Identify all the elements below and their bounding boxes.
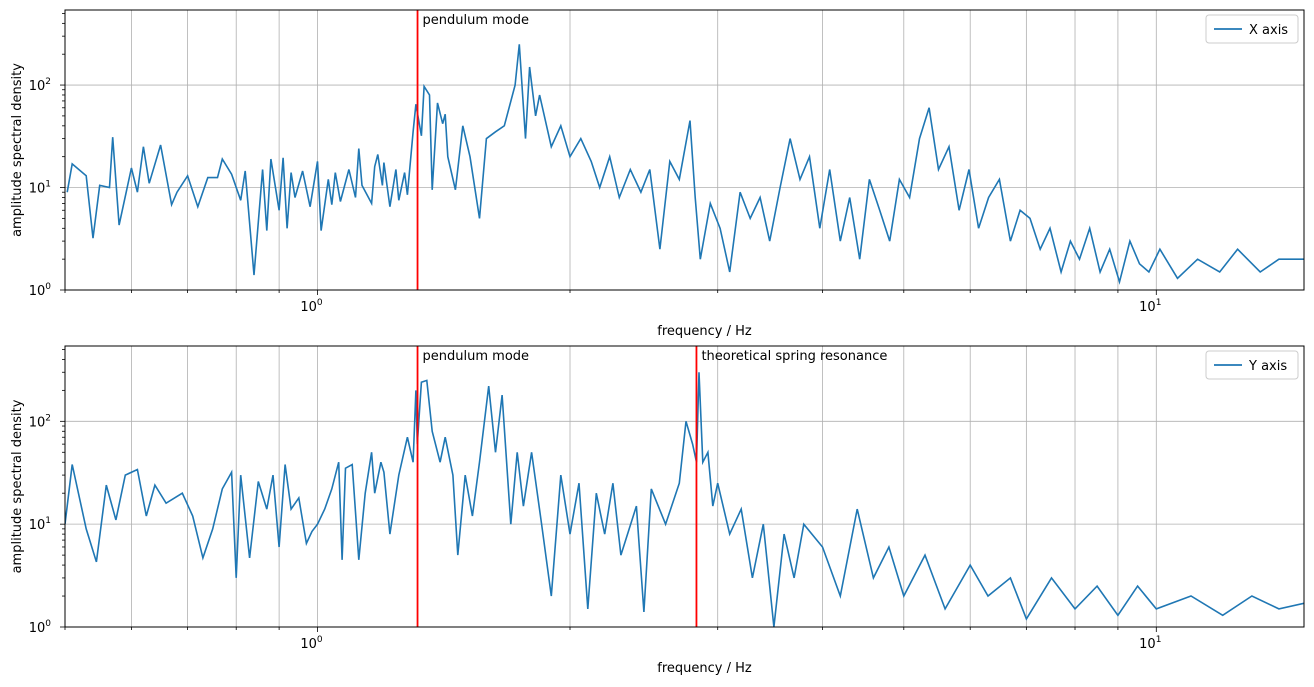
tick-base: 10 (29, 182, 46, 197)
y-tick-label: 100 (29, 282, 52, 299)
x-tick-label: 101 (1139, 635, 1161, 652)
tick-exponent: 1 (45, 180, 51, 190)
tick-exponent: 0 (45, 282, 51, 292)
tick-base: 10 (29, 79, 46, 94)
tick-exponent: 0 (317, 298, 323, 308)
tick-base: 10 (300, 637, 317, 652)
y-tick-label: 102 (29, 413, 51, 430)
x-tick-label: 100 (300, 298, 323, 315)
tick-exponent: 2 (45, 413, 51, 423)
legend-label: X axis (1249, 23, 1288, 38)
y-tick-label: 102 (29, 77, 51, 94)
tick-exponent: 1 (1156, 635, 1162, 645)
legend-box (1205, 14, 1299, 44)
legend-box (1205, 350, 1299, 380)
y-axis-label: amplitude spectral density (10, 399, 25, 573)
tick-base: 10 (29, 518, 46, 533)
legend: X axis (1205, 14, 1299, 44)
tick-base: 10 (29, 415, 46, 430)
series-line-y-axis (65, 372, 1304, 627)
axes-frame (64, 9, 1305, 291)
axes-frame (64, 345, 1305, 628)
tick-exponent: 2 (45, 77, 51, 87)
tick-base: 10 (300, 300, 317, 315)
marker-label: pendulum mode (423, 349, 530, 364)
x-tick-label: 100 (300, 635, 323, 652)
x-tick-label: 101 (1139, 298, 1161, 315)
y-tick-label: 101 (29, 516, 51, 533)
tick-base: 10 (1139, 637, 1156, 652)
legend: Y axis (1205, 350, 1299, 380)
marker-label: pendulum mode (423, 13, 530, 28)
x-axis-label: frequency / Hz (657, 324, 752, 339)
tick-base: 10 (29, 284, 46, 299)
marker-label: theoretical spring resonance (701, 349, 887, 364)
tick-base: 10 (1139, 300, 1156, 315)
x-axis-label: frequency / Hz (657, 661, 752, 676)
tick-exponent: 0 (45, 619, 51, 629)
tick-base: 10 (29, 621, 46, 636)
tick-exponent: 1 (45, 516, 51, 526)
legend-label: Y axis (1248, 359, 1287, 374)
tick-exponent: 1 (1156, 298, 1162, 308)
tick-exponent: 0 (317, 635, 323, 645)
y-tick-label: 101 (29, 180, 51, 197)
y-axis-label: amplitude spectral density (10, 63, 25, 237)
y-tick-label: 100 (29, 619, 52, 636)
series-line-x-axis (66, 44, 1304, 285)
